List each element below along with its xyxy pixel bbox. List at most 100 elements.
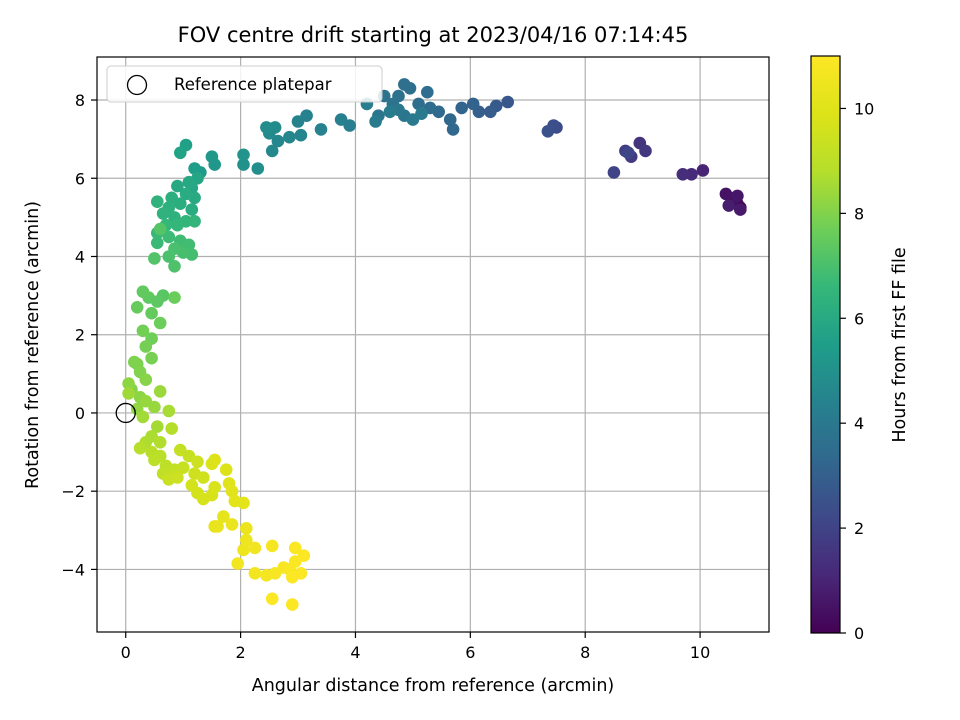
data-point — [205, 150, 219, 163]
data-point — [208, 453, 221, 467]
data-point — [607, 166, 621, 179]
data-point — [171, 179, 184, 193]
data-point — [622, 146, 635, 160]
data-point — [182, 175, 196, 189]
data-point — [211, 520, 224, 533]
data-point — [731, 189, 744, 203]
x-tick-label: 6 — [465, 643, 475, 662]
data-point — [191, 455, 204, 469]
data-point — [130, 301, 144, 314]
data-point — [162, 250, 176, 263]
x-tick-label: 0 — [121, 643, 131, 662]
data-point — [171, 471, 184, 484]
colorbar-tick-label: 10 — [854, 99, 874, 118]
data-point — [153, 222, 167, 236]
y-tick-label: −2 — [61, 482, 85, 501]
data-point — [398, 78, 411, 91]
data-point — [722, 199, 736, 212]
data-point — [188, 162, 201, 175]
data-point — [208, 481, 221, 494]
data-point — [122, 387, 135, 400]
data-point — [484, 105, 497, 119]
chart-title: FOV centre drift starting at 2023/04/16 … — [178, 23, 689, 47]
data-point — [133, 441, 147, 455]
y-tick-label: 8 — [75, 91, 85, 110]
data-point — [268, 121, 282, 134]
colorbar-tick-label: 0 — [854, 624, 864, 643]
y-axis-ticks: −4 −2 0 2 4 6 8 — [61, 91, 97, 579]
data-point — [168, 291, 181, 304]
data-point — [176, 461, 190, 475]
data-point — [225, 484, 239, 498]
colorbar-tick-label: 8 — [854, 204, 864, 223]
data-point — [283, 130, 296, 144]
data-point — [128, 355, 141, 369]
data-point — [240, 533, 253, 547]
data-point — [265, 539, 279, 553]
data-point — [139, 373, 153, 387]
data-point — [153, 385, 167, 398]
x-tick-label: 4 — [350, 643, 360, 662]
data-point — [466, 97, 480, 111]
data-point — [297, 549, 311, 562]
data-point — [197, 471, 210, 484]
data-point — [412, 97, 425, 111]
data-point — [162, 230, 176, 244]
data-point — [139, 340, 153, 353]
data-point — [153, 436, 167, 449]
data-point — [260, 121, 273, 134]
y-tick-label: 4 — [75, 247, 85, 266]
data-point — [719, 187, 733, 201]
data-point — [237, 543, 250, 557]
y-tick-label: 2 — [75, 326, 85, 345]
data-point — [251, 162, 265, 175]
x-tick-label: 10 — [690, 643, 710, 662]
data-points — [115, 78, 747, 611]
data-point — [148, 453, 161, 467]
data-point — [165, 422, 178, 435]
data-point — [334, 113, 348, 126]
data-point — [314, 123, 328, 136]
data-point — [122, 377, 135, 390]
data-point — [136, 410, 150, 424]
data-point — [271, 134, 285, 148]
data-point — [153, 316, 167, 330]
colorbar-tick-label: 6 — [854, 309, 864, 328]
data-point — [369, 115, 382, 128]
colorbar-label: Hours from first FF file — [890, 247, 910, 442]
data-point — [294, 128, 308, 142]
data-point — [179, 187, 193, 201]
colorbar — [810, 55, 841, 634]
data-point — [148, 400, 161, 414]
data-point — [501, 95, 514, 109]
data-point — [286, 598, 299, 611]
x-tick-label: 2 — [235, 643, 245, 662]
data-point — [237, 158, 250, 171]
data-point — [156, 207, 170, 220]
data-point — [225, 518, 239, 531]
colorbar-ticks: 0 2 4 6 8 10 — [840, 99, 874, 643]
data-point — [185, 203, 199, 216]
data-point — [685, 168, 698, 181]
data-point — [151, 195, 164, 208]
data-point — [151, 420, 164, 433]
legend-box — [106, 65, 383, 103]
data-point — [639, 144, 652, 158]
x-axis-ticks: 0 2 4 6 8 10 — [121, 632, 710, 662]
data-point — [171, 218, 184, 232]
data-point — [151, 236, 164, 250]
data-point — [421, 85, 434, 99]
plot-frame — [96, 56, 770, 633]
reference-point-marker — [115, 402, 136, 424]
x-tick-label: 8 — [580, 643, 590, 662]
data-point — [231, 557, 244, 570]
data-point — [165, 191, 178, 205]
data-point — [541, 125, 555, 138]
data-point — [446, 123, 460, 136]
data-point — [696, 164, 710, 177]
data-point — [455, 101, 469, 115]
y-tick-label: 6 — [75, 169, 85, 188]
data-point — [148, 252, 161, 265]
data-point — [676, 168, 690, 181]
